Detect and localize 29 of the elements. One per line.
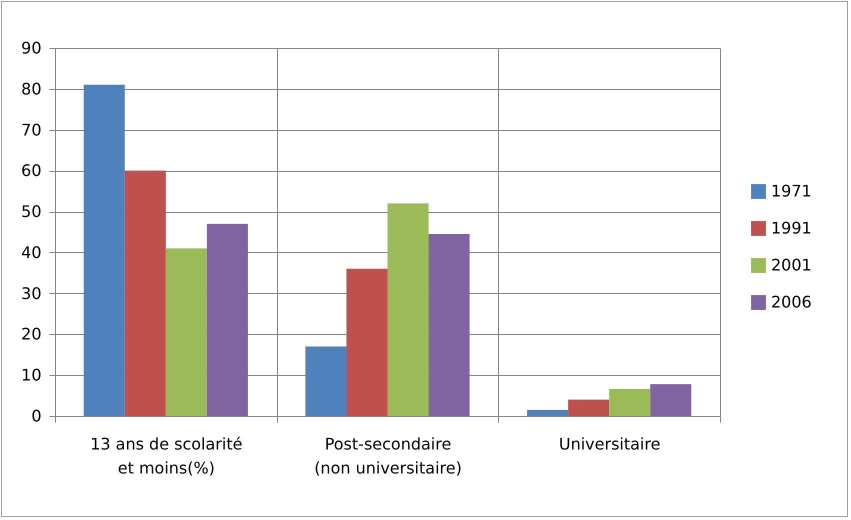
bar [527, 410, 568, 416]
legend-label: 1971 [771, 182, 812, 200]
bar [609, 389, 650, 416]
bar [84, 84, 125, 416]
y-tick-label: 60 [21, 161, 42, 180]
legend-label: 1991 [771, 218, 812, 238]
x-tick-label: Universitaire [558, 434, 660, 454]
y-tick-label: 70 [21, 120, 42, 140]
y-tick-label: 0 [31, 406, 42, 426]
y-tick-label: 10 [21, 366, 42, 385]
legend-label: 2006 [771, 292, 812, 312]
bar [650, 384, 692, 416]
x-tick-label: Post-secondaire (non universitaire) [314, 434, 462, 478]
bar [428, 234, 470, 416]
y-tick-label: 40 [21, 242, 42, 262]
bar [124, 170, 166, 416]
bar [166, 248, 207, 416]
y-tick-label: 90 [21, 38, 42, 58]
legend-label: 2001 [771, 256, 812, 274]
y-tick-label: 20 [21, 324, 42, 344]
bar [568, 400, 610, 416]
y-tick-label: 30 [21, 284, 42, 303]
y-tick-label: 50 [21, 202, 42, 222]
y-tick-label: 80 [21, 79, 42, 98]
bar [305, 346, 346, 416]
x-tick-label: 13 ans de scolarité et moins(%) [90, 434, 242, 478]
bar [388, 203, 429, 416]
bar [346, 268, 388, 416]
bar [206, 224, 248, 416]
